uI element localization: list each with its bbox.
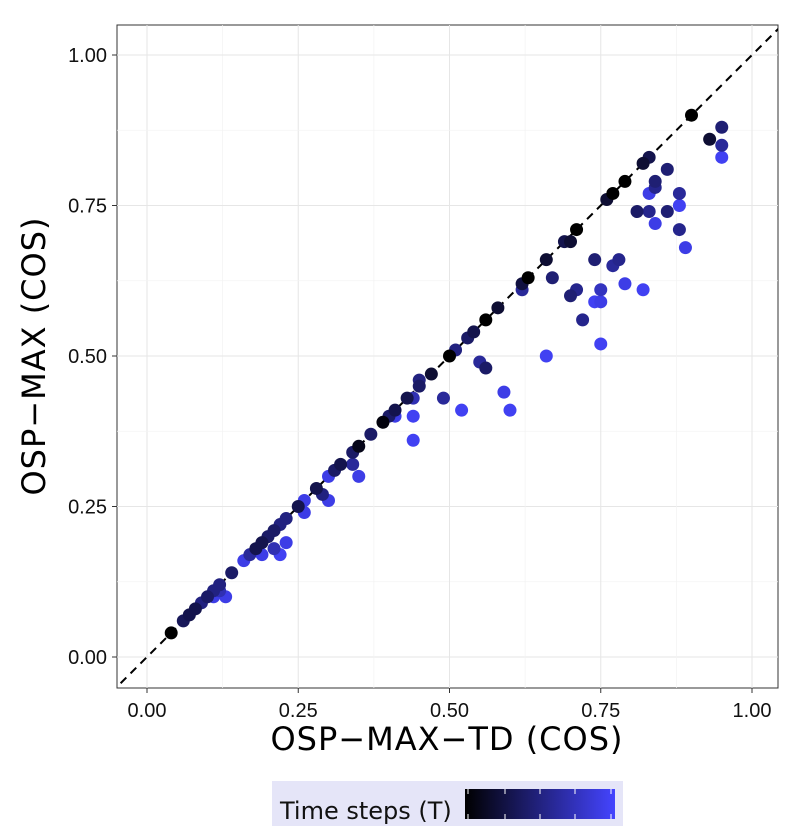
y-tick-label: 0.00 [68,647,107,669]
data-point [539,253,553,267]
data-point [570,223,584,237]
data-point [606,186,620,200]
y-tick-label: 1.00 [68,45,107,67]
x-tick-label: 0.00 [128,700,167,722]
data-point [594,337,608,351]
data-point [648,174,662,188]
data-point [564,235,577,249]
data-point [503,403,517,417]
data-point [164,626,178,640]
y-axis-title: OSP−MAX (COS) [15,216,53,495]
data-point [352,469,366,483]
data-point [267,524,281,538]
data-point [479,313,493,327]
data-point [630,205,644,219]
data-point [188,602,202,616]
data-point [352,439,366,453]
data-point [539,349,553,363]
data-point [660,162,674,176]
data-point [672,223,686,237]
data-point [678,241,692,255]
data-point [225,566,239,580]
y-tick-label: 0.75 [68,196,107,218]
data-point [588,253,602,267]
legend-title: Time steps (T) [280,797,452,825]
y-tick-label: 0.50 [68,346,107,368]
data-point [334,457,348,471]
x-tick-label: 0.25 [279,700,318,722]
data-point [715,150,729,164]
data-point [636,283,650,297]
data-point [521,271,535,285]
data-point [612,253,626,267]
data-point [497,385,511,399]
data-point [424,367,438,381]
x-tick-label: 0.50 [430,700,469,722]
data-point [594,283,608,297]
data-point [703,132,717,146]
data-point [436,391,450,405]
y-tick-label: 0.25 [68,497,107,519]
data-point [715,120,729,134]
data-point [346,457,360,471]
data-point [213,578,227,592]
data-point [672,186,686,200]
data-point [660,205,674,219]
data-point [576,313,590,327]
data-point [400,391,414,405]
data-point [309,481,323,495]
x-tick-label: 0.75 [581,700,620,722]
data-point [279,512,293,526]
colorbar [465,789,615,819]
data-point [364,427,378,441]
data-point [443,349,456,363]
data-point [545,271,559,285]
data-point [267,542,281,556]
data-point [201,590,214,604]
data-point [479,361,493,375]
data-point [412,379,426,393]
x-tick-label: 1.00 [733,700,772,722]
data-point [467,325,481,339]
data-point [291,500,305,513]
data-point [618,277,632,291]
data-point [636,156,650,170]
data-point [685,108,698,122]
data-point [715,138,729,152]
data-point [255,536,269,550]
data-point [406,409,420,423]
data-point [376,415,390,429]
data-point [618,174,632,188]
data-point [594,295,608,309]
data-point [648,217,662,231]
legend: Time steps (T) [272,781,623,826]
x-axis-title: OSP−MAX−TD (COS) [270,720,623,758]
data-point [642,205,656,219]
data-point [279,536,293,550]
data-point [672,199,686,212]
data-point [564,289,577,303]
identity-line [117,27,778,688]
data-point [388,403,402,417]
data-point [406,433,420,447]
data-point [491,301,505,315]
data-point [455,403,469,417]
